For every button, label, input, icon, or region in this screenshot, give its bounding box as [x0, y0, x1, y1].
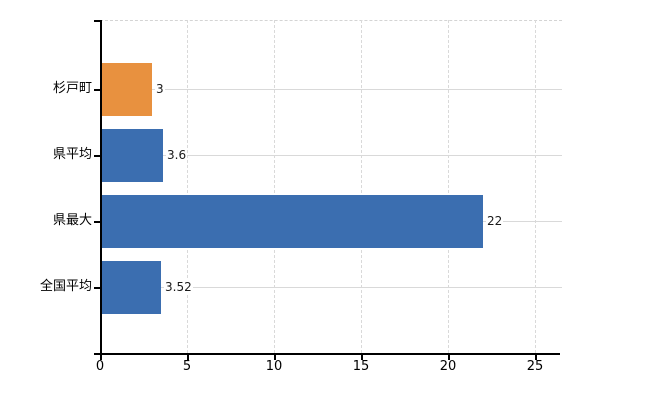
x-axis-line — [94, 353, 560, 355]
bar-全国平均 — [101, 260, 161, 314]
x-axis-tick — [361, 354, 363, 360]
y-axis-line — [100, 20, 102, 353]
category-label: 杉戸町 — [52, 81, 92, 96]
vertical-gridline — [448, 20, 449, 353]
horizontal-gridline — [100, 155, 562, 156]
y-axis-tick — [94, 221, 100, 223]
x-axis-tick-label: 0 — [95, 359, 105, 374]
bar-value-label: 3.6 — [166, 148, 188, 162]
bar-杉戸町 — [101, 62, 152, 116]
y-axis-tick — [94, 89, 100, 91]
vertical-gridline — [187, 20, 188, 353]
x-axis-tick — [535, 354, 537, 360]
y-axis-tick — [94, 20, 100, 22]
x-axis-tick — [448, 354, 450, 360]
vertical-gridline — [274, 20, 275, 353]
x-axis-tick-label: 20 — [439, 359, 457, 374]
x-axis-tick-label: 5 — [182, 359, 192, 374]
x-axis-tick-label: 25 — [526, 359, 544, 374]
bar-value-label: 3 — [155, 82, 165, 96]
horizontal-gridline — [100, 89, 562, 90]
x-axis-tick — [274, 354, 276, 360]
vertical-gridline — [535, 20, 536, 353]
horizontal-gridline — [100, 287, 562, 288]
x-axis-tick-label: 15 — [352, 359, 370, 374]
category-label: 県最大 — [52, 213, 92, 228]
vertical-gridline — [361, 20, 362, 353]
y-axis-tick — [94, 155, 100, 157]
bar-value-label: 22 — [486, 214, 504, 228]
bar-value-label: 3.52 — [164, 280, 193, 294]
plot-top-border — [100, 20, 562, 21]
category-label: 全国平均 — [39, 279, 92, 294]
x-axis-tick-label: 10 — [265, 359, 283, 374]
x-axis-tick — [100, 354, 102, 360]
bar-県平均 — [101, 128, 163, 182]
x-axis-tick — [187, 354, 189, 360]
y-axis-tick — [94, 287, 100, 289]
bar-県最大 — [101, 194, 483, 248]
category-label: 県平均 — [52, 147, 92, 162]
